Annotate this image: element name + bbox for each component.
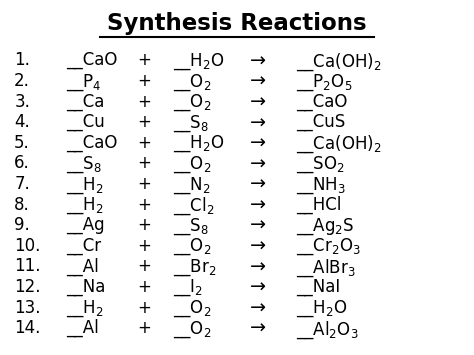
Text: 2.: 2. <box>14 72 30 90</box>
Text: →: → <box>250 113 266 132</box>
Text: +: + <box>137 134 152 152</box>
Text: →: → <box>250 299 266 318</box>
Text: __AlBr$_3$: __AlBr$_3$ <box>296 257 356 279</box>
Text: →: → <box>250 154 266 174</box>
Text: __O$_2$: __O$_2$ <box>173 93 211 113</box>
Text: +: + <box>137 154 152 173</box>
Text: __O$_2$: __O$_2$ <box>173 72 211 93</box>
Text: __Cu: __Cu <box>66 113 105 131</box>
Text: __Al: __Al <box>66 257 99 275</box>
Text: +: + <box>137 319 152 337</box>
Text: →: → <box>250 216 266 235</box>
Text: __Ca(OH)$_2$: __Ca(OH)$_2$ <box>296 134 382 155</box>
Text: 9.: 9. <box>14 216 30 234</box>
Text: __NH$_3$: __NH$_3$ <box>296 175 346 196</box>
Text: __Na: __Na <box>66 278 106 296</box>
Text: __Ag: __Ag <box>66 216 105 234</box>
Text: __S$_8$: __S$_8$ <box>173 216 209 237</box>
Text: __O$_2$: __O$_2$ <box>173 319 211 340</box>
Text: __Br$_2$: __Br$_2$ <box>173 257 217 278</box>
Text: +: + <box>137 72 152 90</box>
Text: 10.: 10. <box>14 237 41 255</box>
Text: __NaI: __NaI <box>296 278 340 296</box>
Text: __O$_2$: __O$_2$ <box>173 237 211 257</box>
Text: __Al: __Al <box>66 319 99 337</box>
Text: 4.: 4. <box>14 113 30 131</box>
Text: 13.: 13. <box>14 299 41 317</box>
Text: __H$_2$O: __H$_2$O <box>173 134 225 154</box>
Text: →: → <box>250 237 266 256</box>
Text: __Cr$_2$O$_3$: __Cr$_2$O$_3$ <box>296 237 361 257</box>
Text: →: → <box>250 196 266 215</box>
Text: __Cl$_2$: __Cl$_2$ <box>173 196 214 217</box>
Text: 12.: 12. <box>14 278 41 296</box>
Text: +: + <box>137 278 152 296</box>
Text: +: + <box>137 299 152 317</box>
Text: __O$_2$: __O$_2$ <box>173 299 211 319</box>
Text: +: + <box>137 51 152 70</box>
Text: __I$_2$: __I$_2$ <box>173 278 203 299</box>
Text: __H$_2$: __H$_2$ <box>66 196 104 216</box>
Text: __CaO: __CaO <box>66 134 118 152</box>
Text: →: → <box>250 51 266 71</box>
Text: __H$_2$: __H$_2$ <box>66 299 104 319</box>
Text: __P$_2$O$_5$: __P$_2$O$_5$ <box>296 72 353 93</box>
Text: 8.: 8. <box>14 196 30 214</box>
Text: +: + <box>137 113 152 131</box>
Text: __H$_2$O: __H$_2$O <box>173 51 225 72</box>
Text: Synthesis Reactions: Synthesis Reactions <box>107 12 367 36</box>
Text: +: + <box>137 257 152 275</box>
Text: 3.: 3. <box>14 93 30 111</box>
Text: __Cr: __Cr <box>66 237 101 255</box>
Text: +: + <box>137 216 152 234</box>
Text: __CaO: __CaO <box>66 51 118 70</box>
Text: →: → <box>250 134 266 153</box>
Text: __Al$_2$O$_3$: __Al$_2$O$_3$ <box>296 319 359 341</box>
Text: 7.: 7. <box>14 175 30 193</box>
Text: +: + <box>137 93 152 111</box>
Text: →: → <box>250 257 266 277</box>
Text: 5.: 5. <box>14 134 30 152</box>
Text: __Ca: __Ca <box>66 93 105 111</box>
Text: __HCl: __HCl <box>296 196 342 214</box>
Text: __S$_8$: __S$_8$ <box>173 113 209 134</box>
Text: →: → <box>250 93 266 112</box>
Text: 11.: 11. <box>14 257 41 275</box>
Text: 14.: 14. <box>14 319 41 337</box>
Text: __SO$_2$: __SO$_2$ <box>296 154 345 175</box>
Text: →: → <box>250 278 266 297</box>
Text: __CuS: __CuS <box>296 113 346 131</box>
Text: →: → <box>250 72 266 91</box>
Text: __Ca(OH)$_2$: __Ca(OH)$_2$ <box>296 51 382 73</box>
Text: +: + <box>137 175 152 193</box>
Text: __N$_2$: __N$_2$ <box>173 175 210 196</box>
Text: __H$_2$O: __H$_2$O <box>296 299 348 319</box>
Text: 6.: 6. <box>14 154 30 173</box>
Text: __P$_4$: __P$_4$ <box>66 72 102 93</box>
Text: +: + <box>137 196 152 214</box>
Text: +: + <box>137 237 152 255</box>
Text: →: → <box>250 175 266 194</box>
Text: __CaO: __CaO <box>296 93 347 111</box>
Text: __O$_2$: __O$_2$ <box>173 154 211 175</box>
Text: →: → <box>250 319 266 338</box>
Text: __Ag$_2$S: __Ag$_2$S <box>296 216 355 237</box>
Text: __S$_8$: __S$_8$ <box>66 154 102 175</box>
Text: __H$_2$: __H$_2$ <box>66 175 104 196</box>
Text: 1.: 1. <box>14 51 30 70</box>
